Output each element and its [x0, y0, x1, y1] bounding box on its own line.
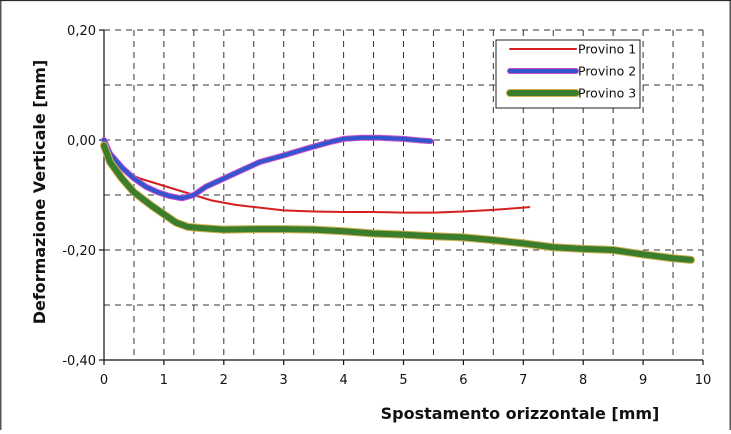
x-tick-label: 9 [639, 373, 647, 388]
grid-group [104, 29, 704, 360]
x-tick-label: 0 [100, 373, 108, 388]
tick-labels-group: 0,20 0,00 -0,20 -0,40 0 1 2 3 4 5 6 7 8 9 10 [62, 24, 711, 388]
legend: Provino 1 Provino 2 Provino 3 [495, 39, 641, 109]
legend-label: Provino 3 [578, 86, 636, 101]
x-tick-label: 10 [695, 373, 712, 388]
y-tick-label: -0,20 [62, 244, 96, 259]
legend-label: Provino 1 [578, 42, 636, 57]
x-tick-label: 7 [519, 373, 527, 388]
y-tick-label: -0,40 [62, 354, 96, 369]
series-line [103, 139, 531, 214]
series-line-outline [100, 141, 696, 264]
x-tick-label: 3 [280, 373, 288, 388]
legend-label: Provino 2 [578, 64, 636, 79]
x-tick-label: 5 [399, 373, 407, 388]
series-line [101, 142, 695, 263]
y-tick-label: 0,20 [67, 24, 96, 39]
series-line [102, 135, 433, 201]
x-tick-label: 4 [339, 373, 347, 388]
y-axis-title: Deformazione Verticale [mm] [30, 60, 49, 325]
axes-group [99, 29, 704, 365]
x-tick-label: 1 [160, 373, 168, 388]
x-axis-title: Spostamento orizzontale [mm] [381, 404, 660, 423]
x-tick-label: 8 [579, 373, 587, 388]
x-tick-label: 2 [220, 373, 228, 388]
x-tick-label: 6 [459, 373, 467, 388]
y-tick-label: 0,00 [67, 134, 96, 149]
series-group [100, 134, 696, 264]
